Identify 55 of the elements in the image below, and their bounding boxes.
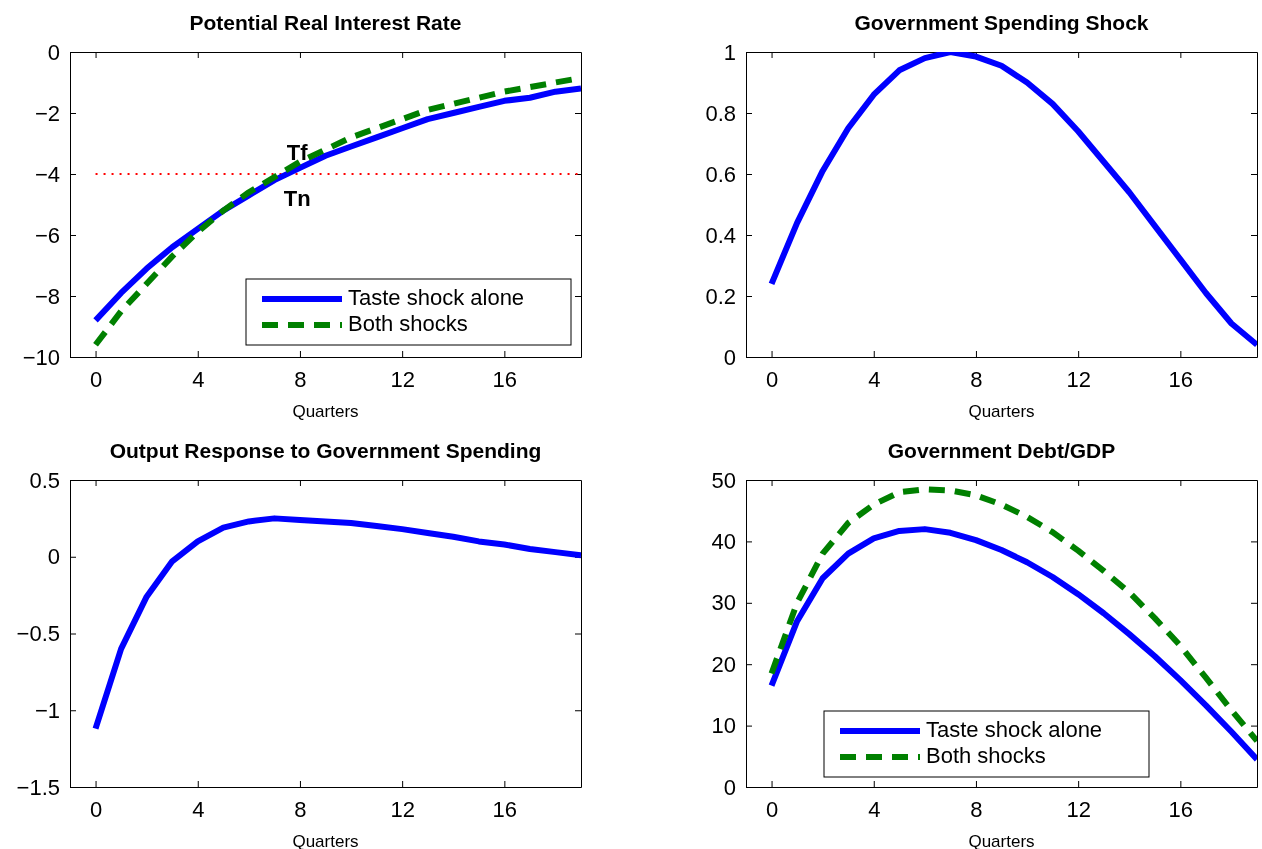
x-tick-label: 12: [1066, 366, 1091, 392]
y-tick-label: −1: [34, 697, 60, 723]
y-tick-label: −0.5: [16, 621, 60, 647]
annotation: Tn: [283, 185, 311, 211]
y-tick-label: 0: [47, 544, 60, 570]
y-tick-label: 50: [711, 467, 736, 493]
x-tick-label: 4: [192, 796, 205, 822]
annotation: Tf: [286, 139, 309, 165]
y-tick-label: −6: [34, 222, 60, 248]
x-tick-label: 8: [970, 796, 983, 822]
y-tick-label: −8: [34, 283, 60, 309]
y-tick-label: 0.5: [29, 467, 60, 493]
x-tick-label: 0: [89, 796, 103, 822]
x-tick-label: 12: [390, 366, 415, 392]
x-tick-label: 12: [1066, 796, 1091, 822]
x-tick-label: 4: [868, 796, 881, 822]
chart-title: Potential Real Interest Rate: [189, 11, 462, 34]
y-tick-label: 1: [723, 39, 736, 65]
legend-label: Both shocks: [348, 310, 468, 336]
y-tick-label: 10: [711, 713, 736, 739]
y-tick-label: 20: [711, 651, 736, 677]
x-tick-label: 16: [492, 366, 518, 392]
y-tick-label: −10: [22, 344, 60, 370]
y-tick-label: 0.8: [705, 100, 736, 126]
x-tick-label: 8: [294, 366, 307, 392]
y-tick-label: −4: [34, 161, 60, 187]
y-tick-label: 0.2: [705, 283, 736, 309]
x-tick-label: 4: [868, 366, 881, 392]
x-tick-label: 16: [492, 796, 518, 822]
chart-title: Output Response to Government Spending: [109, 439, 542, 462]
y-tick-label: 0.6: [705, 161, 736, 187]
chart-title: Government Debt/GDP: [887, 439, 1116, 462]
legend-label: Taste shock alone: [926, 716, 1103, 742]
x-tick-label: 12: [390, 796, 415, 822]
x-tick-label: 16: [1168, 796, 1194, 822]
x-axis-title: Quarters: [968, 402, 1035, 421]
y-tick-label: 0.4: [705, 222, 736, 248]
x-tick-label: 0: [765, 796, 779, 822]
x-tick-label: 0: [89, 366, 103, 392]
y-tick-label: 40: [711, 528, 736, 554]
y-tick-label: 0: [47, 39, 60, 65]
chart-title: Government Spending Shock: [854, 11, 1149, 34]
y-tick-label: −1.5: [16, 774, 60, 800]
x-tick-label: 16: [1168, 366, 1194, 392]
y-tick-label: 30: [711, 590, 736, 616]
y-tick-label: −2: [34, 100, 60, 126]
x-tick-label: 4: [192, 366, 205, 392]
x-tick-label: 8: [970, 366, 983, 392]
x-tick-label: 8: [294, 796, 307, 822]
legend-label: Taste shock alone: [348, 284, 525, 310]
legend-label: Both shocks: [926, 742, 1046, 768]
y-tick-label: 0: [723, 344, 736, 370]
y-tick-label: 0: [723, 774, 736, 800]
x-tick-label: 0: [765, 366, 779, 392]
x-axis-title: Quarters: [292, 402, 359, 421]
